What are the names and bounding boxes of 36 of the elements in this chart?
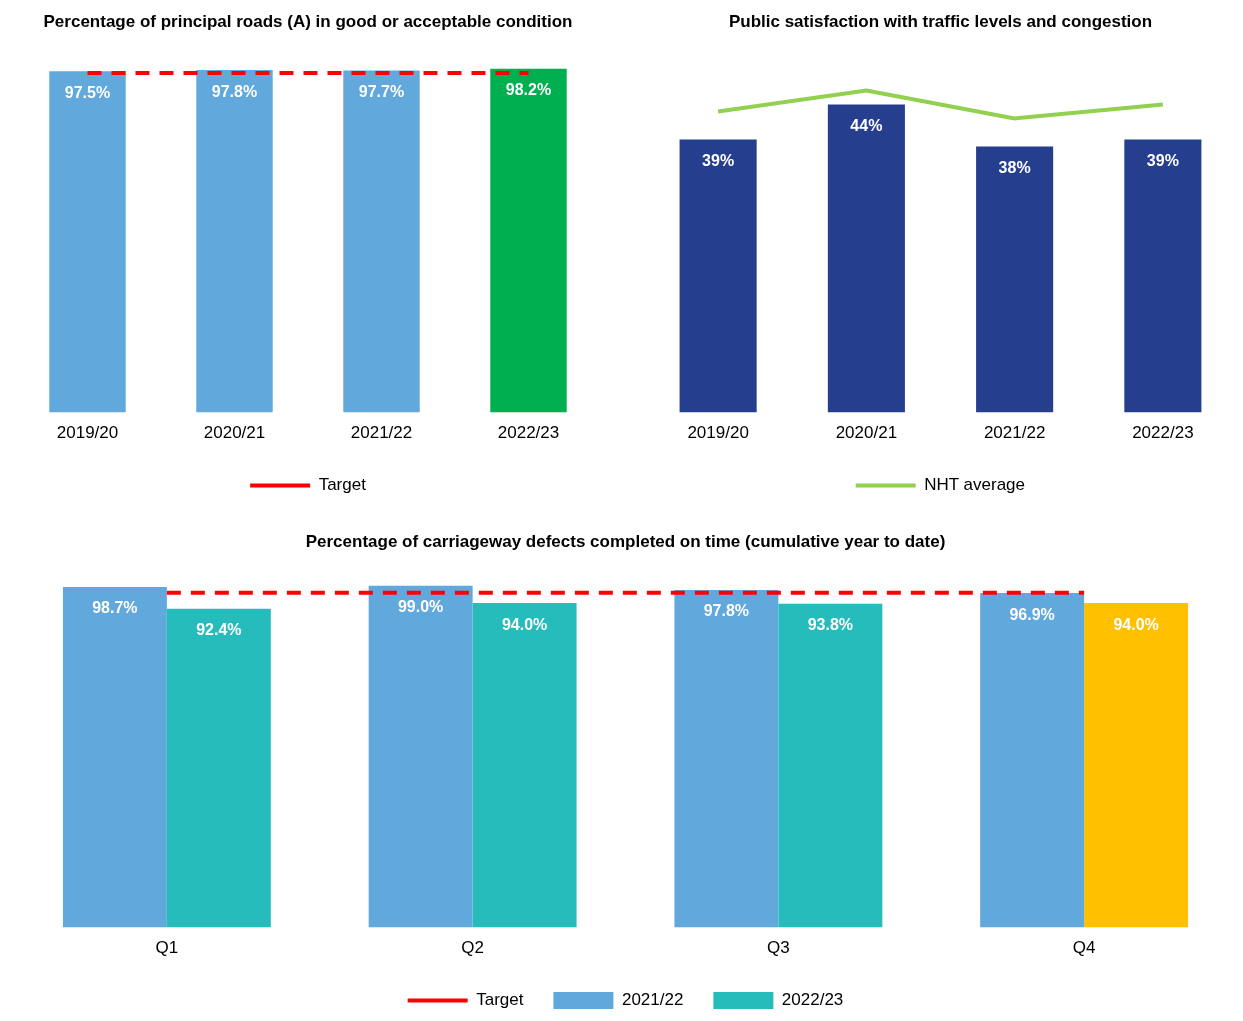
data-label: 98.2% bbox=[505, 81, 552, 99]
data-label: 97.5% bbox=[64, 83, 111, 101]
x-tick-label: 2022/23 bbox=[497, 423, 560, 443]
data-label: 99.0% bbox=[397, 598, 444, 616]
x-tick-label: 2020/21 bbox=[203, 423, 266, 443]
x-tick-label: 2019/20 bbox=[56, 423, 119, 443]
data-label: 97.8% bbox=[703, 602, 750, 620]
x-tick-label: 2020/21 bbox=[835, 423, 898, 443]
x-tick-label: 2019/20 bbox=[687, 423, 749, 443]
data-label: 96.9% bbox=[1009, 605, 1055, 623]
data-label: 97.7% bbox=[358, 82, 405, 100]
data-label: 38% bbox=[998, 158, 1031, 176]
data-label: 44% bbox=[850, 116, 883, 134]
x-tick-label: Q2 bbox=[461, 938, 484, 958]
data-label: 98.7% bbox=[92, 599, 138, 617]
chart-title: Public satisfaction with traffic levels and congestion bbox=[728, 11, 1153, 31]
legend-label: 2022/23 bbox=[781, 990, 844, 1010]
data-label: 39% bbox=[1146, 151, 1179, 169]
legend-label: Target bbox=[318, 475, 367, 495]
legend-label: 2021/22 bbox=[621, 990, 684, 1010]
chart-title: Percentage of principal roads (A) in good or acceptable condition bbox=[43, 11, 573, 31]
x-tick-label: Q3 bbox=[767, 938, 790, 958]
data-label: 93.8% bbox=[807, 616, 854, 634]
x-tick-label: 2022/23 bbox=[1132, 423, 1194, 443]
x-tick-label: 2021/22 bbox=[350, 423, 413, 443]
data-label: 94.0% bbox=[501, 615, 548, 633]
legend-label: Target bbox=[476, 990, 524, 1010]
data-label: 39% bbox=[702, 151, 735, 169]
x-tick-label: Q1 bbox=[155, 938, 179, 958]
data-label: 97.8% bbox=[211, 82, 258, 100]
data-label: 92.4% bbox=[196, 621, 242, 639]
x-tick-label: Q4 bbox=[1072, 938, 1096, 958]
chart-title: Percentage of carriageway defects completed on time (cumulative year to date) bbox=[305, 531, 946, 551]
legend-label: NHT average bbox=[924, 475, 1025, 495]
data-label: 94.0% bbox=[1113, 615, 1159, 633]
x-tick-label: 2021/22 bbox=[983, 423, 1046, 443]
